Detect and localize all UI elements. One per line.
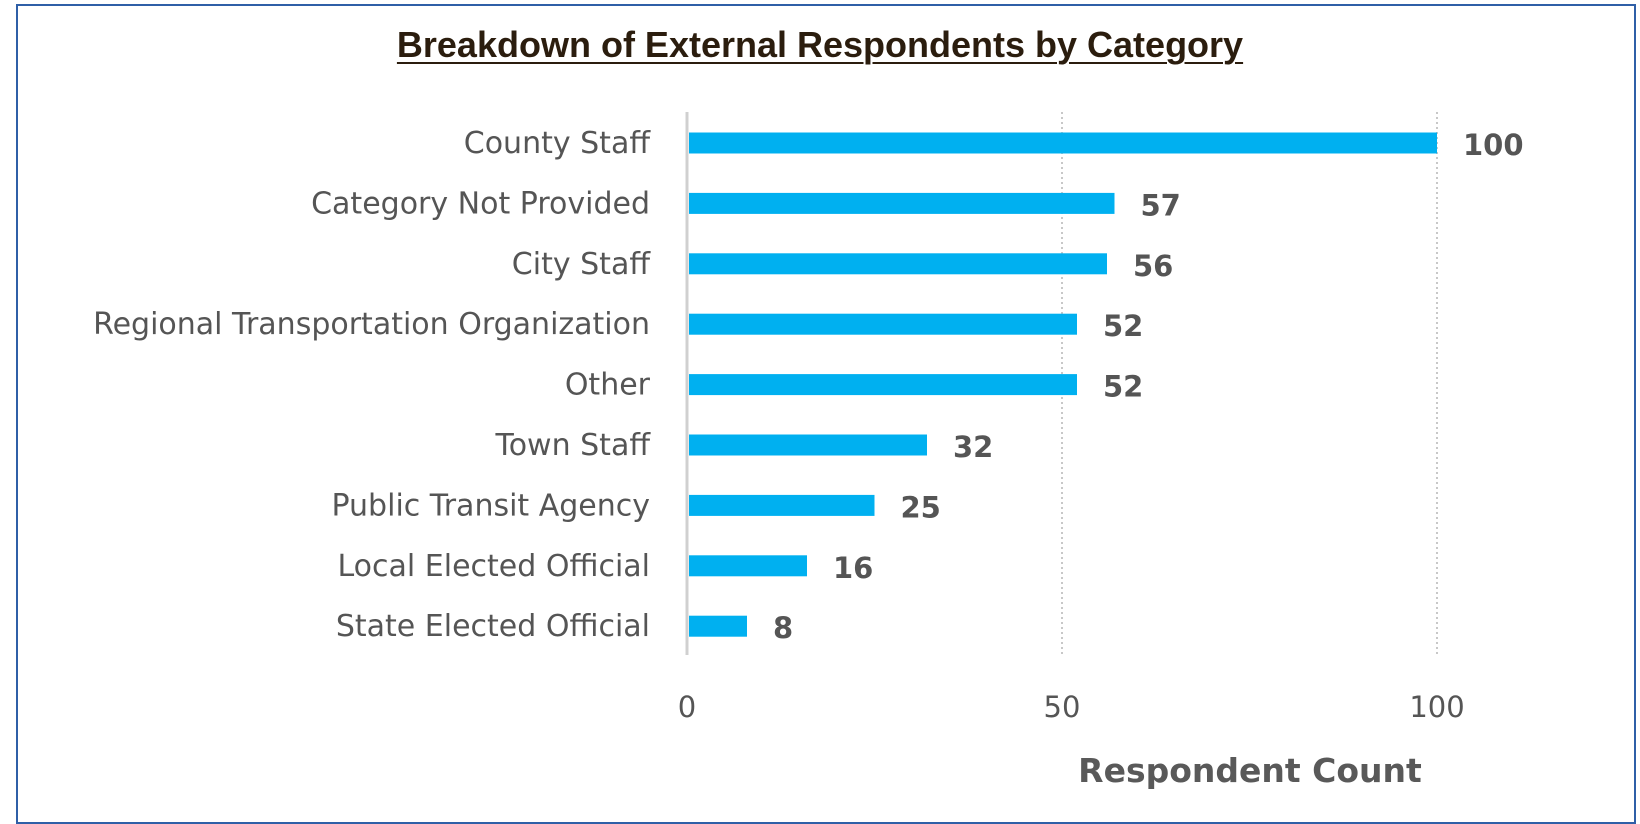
- bar-public-transit-agency: [689, 494, 875, 516]
- chart-title: Breakdown of External Respondents by Cat…: [396, 24, 1244, 65]
- bar-state-elected-official: [689, 615, 747, 637]
- category-labels: County Staff Category Not Provided City St…: [93, 126, 651, 644]
- value-label: 8: [773, 611, 793, 645]
- bar-town-staff: [689, 434, 927, 456]
- category-label: Category Not Provided: [311, 186, 650, 221]
- category-label: Local Elected Official: [338, 549, 651, 584]
- value-label: 52: [1103, 309, 1143, 343]
- bar-category-not-provided: [689, 192, 1115, 214]
- x-tick-labels: 0 50 100: [678, 690, 1465, 724]
- bar-city-staff: [689, 253, 1107, 275]
- value-label: 52: [1103, 370, 1143, 404]
- category-label: City Staff: [512, 247, 652, 282]
- category-label: County Staff: [464, 126, 652, 161]
- bar-regional-transportation-organization: [689, 313, 1077, 335]
- value-label: 56: [1133, 249, 1173, 283]
- value-label: 57: [1141, 188, 1181, 222]
- value-label: 100: [1463, 128, 1524, 162]
- category-label: Public Transit Agency: [331, 488, 650, 523]
- x-tick-label: 50: [1044, 690, 1081, 724]
- value-label: 32: [953, 430, 993, 464]
- category-label: Other: [565, 368, 651, 403]
- x-axis-title: Respondent Count: [1078, 751, 1422, 790]
- x-tick-label: 0: [678, 690, 696, 724]
- x-tick-label: 100: [1409, 690, 1464, 724]
- value-label: 25: [901, 490, 941, 524]
- category-label: Regional Transportation Organization: [93, 307, 650, 342]
- value-labels: 100 57 56 52 52 32 25 16 8: [773, 128, 1524, 645]
- bar-county-staff: [689, 132, 1437, 154]
- bars: [689, 132, 1437, 637]
- bar-local-elected-official: [689, 555, 807, 577]
- category-label: State Elected Official: [336, 609, 650, 644]
- bar-other: [689, 374, 1077, 396]
- category-label: Town Staff: [494, 428, 651, 463]
- value-label: 16: [833, 551, 873, 585]
